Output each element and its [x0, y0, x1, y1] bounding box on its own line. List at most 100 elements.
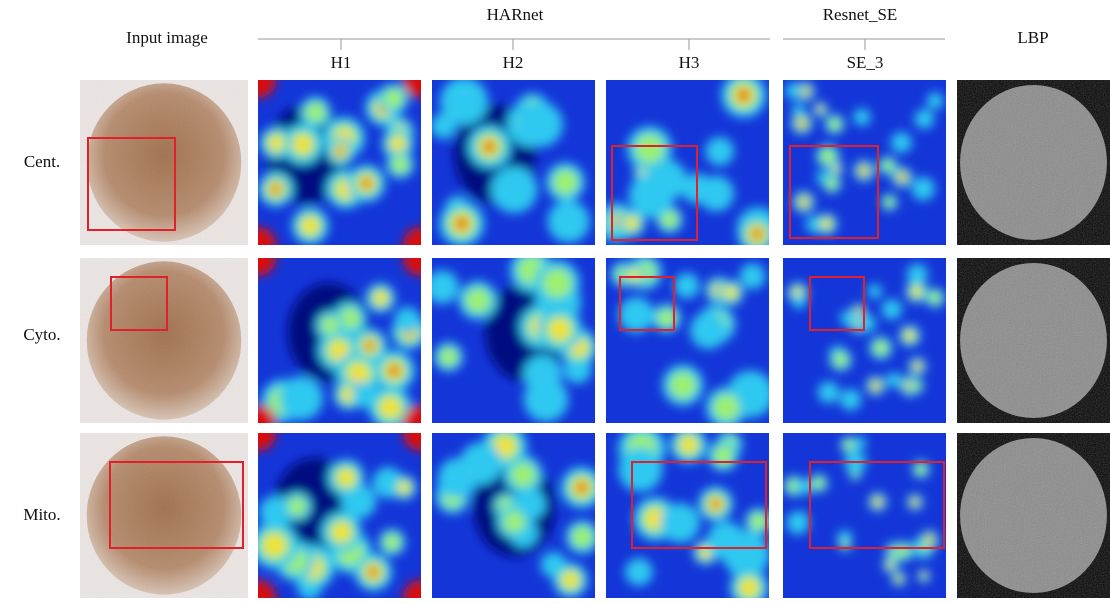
blob — [645, 159, 687, 201]
blob — [792, 294, 806, 308]
blob — [740, 579, 757, 596]
input-image — [80, 433, 248, 598]
blob — [491, 167, 538, 214]
blob — [750, 513, 768, 531]
blob — [618, 297, 654, 333]
blob — [302, 217, 319, 234]
blob — [711, 500, 720, 509]
blob — [484, 141, 495, 152]
blob — [374, 291, 387, 304]
blob — [843, 439, 854, 450]
blob — [391, 137, 405, 151]
blob — [905, 331, 915, 341]
blob — [271, 185, 280, 194]
blob — [826, 178, 838, 190]
heatmap — [597, 73, 779, 254]
blob — [886, 372, 902, 388]
blob — [362, 179, 371, 188]
blob — [914, 109, 934, 129]
blob — [912, 287, 922, 297]
blob — [460, 442, 502, 484]
heatmap — [240, 415, 439, 599]
blob — [740, 263, 766, 289]
blob — [321, 316, 340, 335]
heatmap — [425, 249, 597, 423]
group-title: HARnet — [487, 5, 544, 24]
heatmap — [240, 240, 439, 441]
blob — [707, 521, 746, 560]
blob — [425, 270, 459, 304]
texture — [80, 258, 248, 423]
heatmap — [783, 80, 946, 245]
blob — [921, 573, 927, 579]
blob — [913, 500, 917, 504]
texture — [957, 258, 1110, 423]
row-label: Mito. — [23, 505, 60, 524]
blob — [456, 218, 467, 229]
blob — [553, 169, 578, 194]
texture — [80, 433, 248, 598]
blob — [629, 270, 640, 281]
blob — [503, 511, 525, 533]
blob — [518, 102, 563, 147]
blob — [547, 200, 589, 242]
lbp-image — [957, 80, 1110, 245]
blob — [660, 503, 700, 543]
blob — [705, 137, 734, 166]
blob — [725, 287, 737, 299]
blob — [669, 372, 696, 399]
blob — [867, 284, 882, 299]
blob — [384, 89, 404, 109]
blob — [381, 398, 400, 417]
blob — [338, 469, 355, 486]
blob — [562, 572, 578, 588]
blob — [394, 307, 420, 333]
blob — [288, 497, 307, 516]
blob — [915, 464, 927, 476]
blob — [465, 288, 490, 313]
blob — [332, 523, 350, 541]
blob — [383, 533, 400, 550]
blob — [279, 376, 323, 420]
heatmap — [240, 62, 439, 263]
heatmap — [432, 424, 603, 598]
texture — [80, 80, 248, 245]
blob — [550, 320, 570, 340]
blob — [389, 366, 399, 376]
blob — [785, 82, 802, 99]
figure: Input image HARnet H1 H2 H3 Resnet_SE SE… — [0, 0, 1110, 599]
blob — [927, 92, 944, 109]
input-image — [80, 80, 248, 245]
blob — [264, 535, 285, 556]
row-label: Cent. — [24, 152, 60, 171]
lbp-image — [957, 433, 1110, 598]
column-header: Input image — [126, 28, 208, 47]
heatmap — [783, 433, 946, 598]
blob — [803, 89, 808, 94]
blob — [269, 136, 284, 151]
blob — [882, 160, 894, 172]
blob — [801, 199, 806, 204]
lbp-image — [957, 258, 1110, 423]
blob — [690, 312, 727, 349]
blob — [524, 377, 569, 422]
blob — [912, 381, 921, 390]
blob — [305, 102, 325, 122]
heatmap — [606, 425, 772, 599]
blob — [398, 482, 409, 493]
blob — [337, 148, 344, 155]
blob — [887, 562, 894, 569]
column-header: H1 — [331, 53, 352, 72]
blob — [882, 299, 903, 320]
blob — [861, 168, 866, 173]
blob — [875, 500, 880, 505]
blob — [439, 347, 458, 366]
blob — [897, 545, 910, 558]
blob — [799, 121, 804, 126]
blob — [873, 383, 878, 388]
input-image — [80, 258, 248, 423]
blob — [618, 448, 662, 492]
blob — [626, 217, 638, 229]
blob — [817, 106, 823, 112]
blob — [899, 175, 904, 180]
